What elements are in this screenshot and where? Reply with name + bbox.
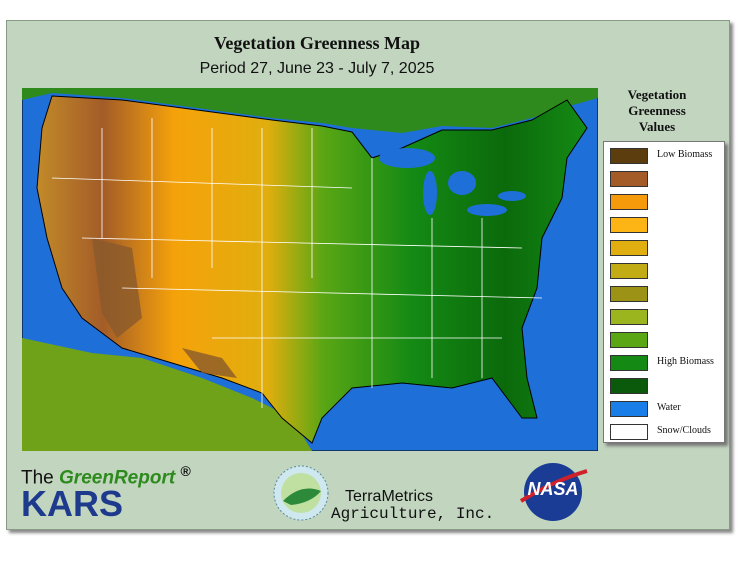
legend-swatch: [610, 424, 648, 440]
nasa-icon: [519, 463, 588, 521]
legend-swatch: [610, 309, 648, 325]
map-title: Vegetation Greenness Map: [214, 33, 420, 53]
terrametrics-name: TerraMetrics: [345, 488, 434, 505]
map-subtitle: Period 27, June 23 - July 7, 2025: [199, 60, 435, 77]
logo-text: ®: [180, 463, 191, 479]
kars-logo: KARS: [21, 483, 124, 524]
legend-label: Snow/Clouds: [657, 425, 711, 436]
legend-swatch: [610, 263, 648, 279]
terrametrics-icon: [273, 465, 329, 521]
legend: Low Biomass High Biomass Water Snow/Clouds: [603, 141, 725, 443]
logo-text: GreenReport: [59, 467, 176, 489]
legend-label: Low Biomass: [657, 149, 713, 160]
legend-label: Water: [657, 402, 681, 413]
vegetation-map: [22, 88, 598, 451]
legend-swatch: [610, 355, 648, 371]
legend-swatch: [610, 332, 648, 348]
legend-swatch: [610, 148, 648, 164]
map-panel: Vegetation Greenness Map Period 27, June…: [6, 20, 730, 530]
legend-swatch: [610, 378, 648, 394]
legend-swatch: [610, 217, 648, 233]
logo-text: The: [21, 467, 54, 489]
legend-title: Vegetation Greenness Values: [627, 87, 687, 134]
legend-swatch: [610, 171, 648, 187]
legend-swatch: [610, 401, 648, 417]
legend-label: High Biomass: [657, 356, 714, 367]
legend-swatch: [610, 240, 648, 256]
legend-swatch: [610, 194, 648, 210]
legend-swatch: [610, 286, 648, 302]
nasa-logo: NASA: [527, 479, 579, 499]
greenreport-logo: The GreenReport ®: [21, 463, 191, 489]
terrametrics-tagline: Agriculture, Inc.: [331, 505, 495, 523]
